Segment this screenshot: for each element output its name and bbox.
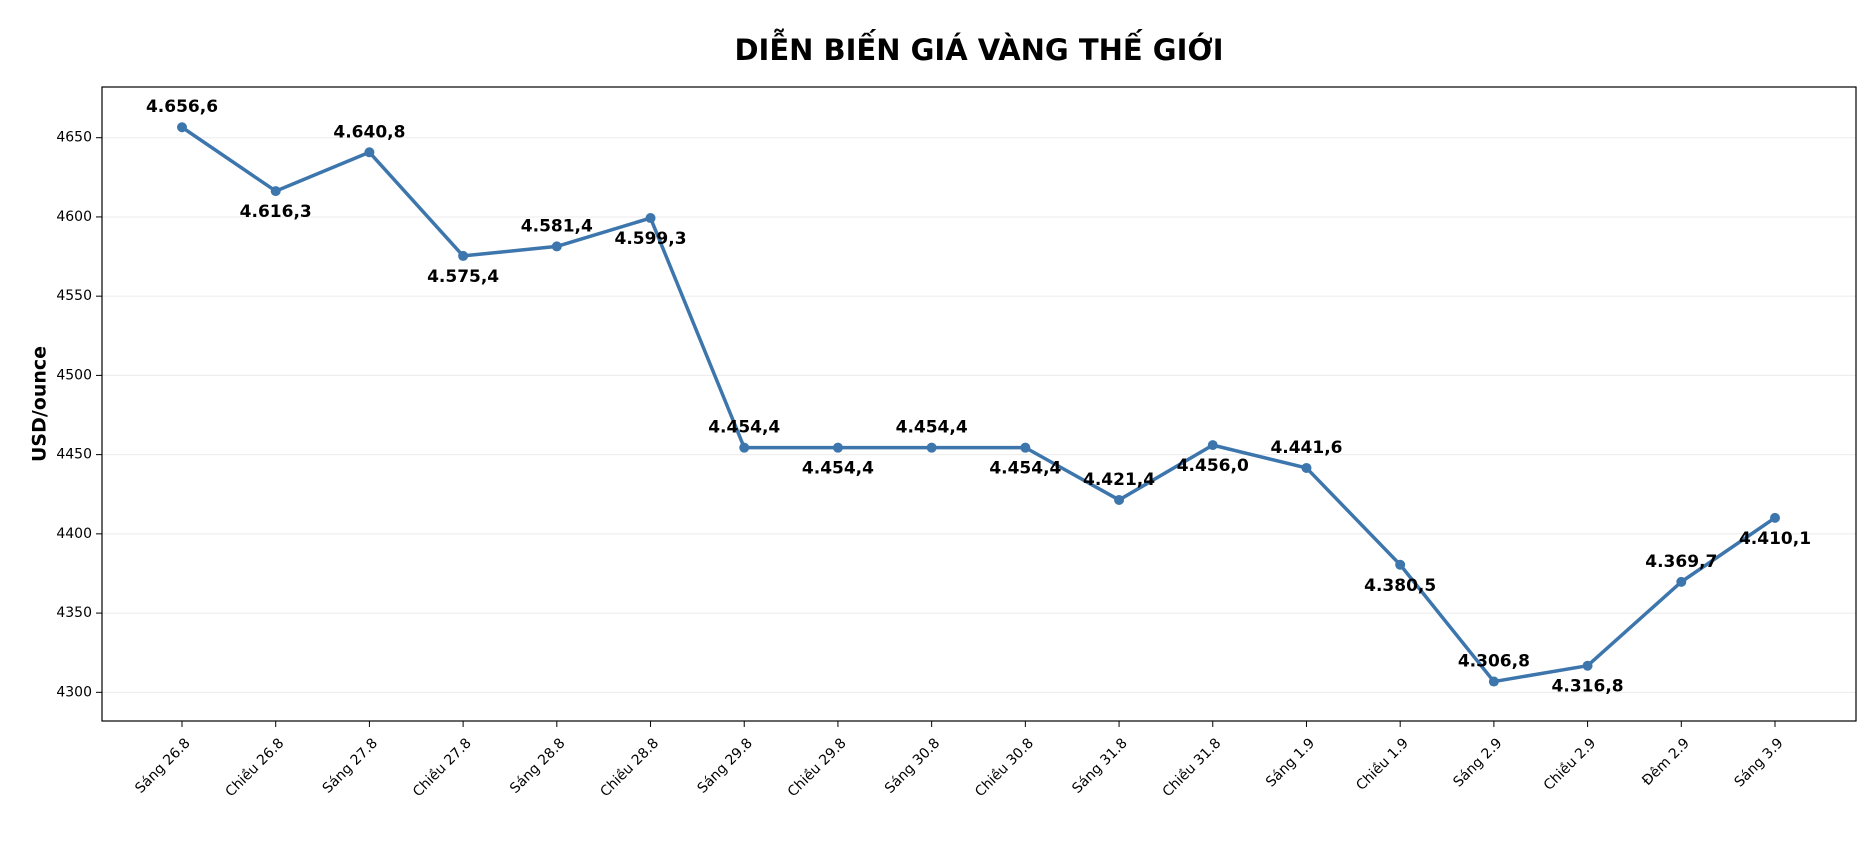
point (832, 442, 843, 453)
y-tick-label: 4600 (56, 209, 92, 225)
y-tick-label: 4450 (56, 447, 92, 463)
x-tick-label: Sáng 2.9 (1450, 735, 1505, 790)
x-tick-label: Chiều 28.8 (597, 735, 663, 801)
value-label: 4.441,6 (1270, 438, 1342, 458)
x-tick-label: Sáng 28.8 (507, 735, 568, 796)
value-label: 4.380,5 (1364, 576, 1436, 596)
point (739, 442, 750, 453)
x-tick-label: Chiều 30.8 (971, 735, 1037, 801)
value-label: 4.369,7 (1645, 552, 1717, 572)
x-tick-label: Sáng 30.8 (882, 735, 943, 796)
value-label: 4.316,8 (1552, 677, 1624, 697)
value-label: 4.575,4 (427, 267, 499, 287)
value-label: 4.410,1 (1739, 529, 1811, 549)
x-tick-label: Sáng 1.9 (1263, 735, 1318, 790)
y-tick-label: 4550 (56, 288, 92, 304)
x-tick-label: Chiều 27.8 (409, 735, 475, 801)
point (177, 122, 187, 133)
point (1020, 442, 1031, 453)
point (364, 147, 375, 158)
point (270, 186, 281, 197)
value-label: 4.454,4 (708, 418, 780, 438)
line (181, 125, 1776, 684)
value-label: 4.456,0 (1177, 456, 1249, 476)
y-tick-label: 4350 (56, 605, 92, 621)
value-label: 4.640,8 (333, 122, 405, 142)
point (1301, 462, 1312, 473)
value-label: 4.306,8 (1458, 652, 1530, 672)
point (551, 241, 562, 252)
point (1207, 440, 1218, 451)
point (1395, 559, 1406, 570)
point (1488, 676, 1499, 687)
y-tick-label: 4650 (56, 130, 92, 146)
x-tick-label: Sáng 26.8 (132, 735, 193, 796)
x-tick-label: Sáng 27.8 (320, 735, 381, 796)
x-tick-label: Sáng 3.9 (1732, 735, 1787, 790)
point (1582, 660, 1593, 671)
value-label: 4.454,4 (802, 459, 874, 479)
x-tick-label: Đêm 2.9 (1639, 735, 1693, 789)
value-label: 4.421,4 (1083, 470, 1155, 490)
y-tick-label: 4300 (56, 684, 92, 700)
point (1114, 494, 1125, 505)
value-label: 4.454,4 (896, 418, 968, 438)
point (1770, 512, 1780, 523)
value-label: 4.581,4 (521, 216, 593, 236)
value-label: 4.616,3 (240, 202, 312, 222)
value-label: 4.656,6 (146, 97, 218, 117)
x-tick-label: Chiều 26.8 (222, 735, 288, 801)
x-tick-label: Chiều 29.8 (784, 735, 850, 801)
value-label: 4.599,3 (614, 229, 686, 249)
point (458, 250, 469, 261)
point (926, 442, 937, 453)
plot-frame (101, 86, 1857, 722)
x-tick-label: Chiều 31.8 (1159, 735, 1225, 801)
value-label: 4.454,4 (989, 459, 1061, 479)
y-axis-label: USD/ounce (29, 346, 51, 462)
x-tick-label: Chiều 1.9 (1353, 735, 1412, 794)
point (645, 213, 656, 224)
x-tick-label: Sáng 31.8 (1069, 735, 1130, 796)
x-tick-label: Chiều 2.9 (1540, 735, 1599, 794)
point (1676, 576, 1687, 587)
y-tick-label: 4500 (56, 367, 92, 383)
chart-title: DIỄN BIẾN GIÁ VÀNG THẾ GIỚI (734, 29, 1223, 67)
y-tick-label: 4400 (56, 526, 92, 542)
x-tick-label: Sáng 29.8 (694, 735, 755, 796)
